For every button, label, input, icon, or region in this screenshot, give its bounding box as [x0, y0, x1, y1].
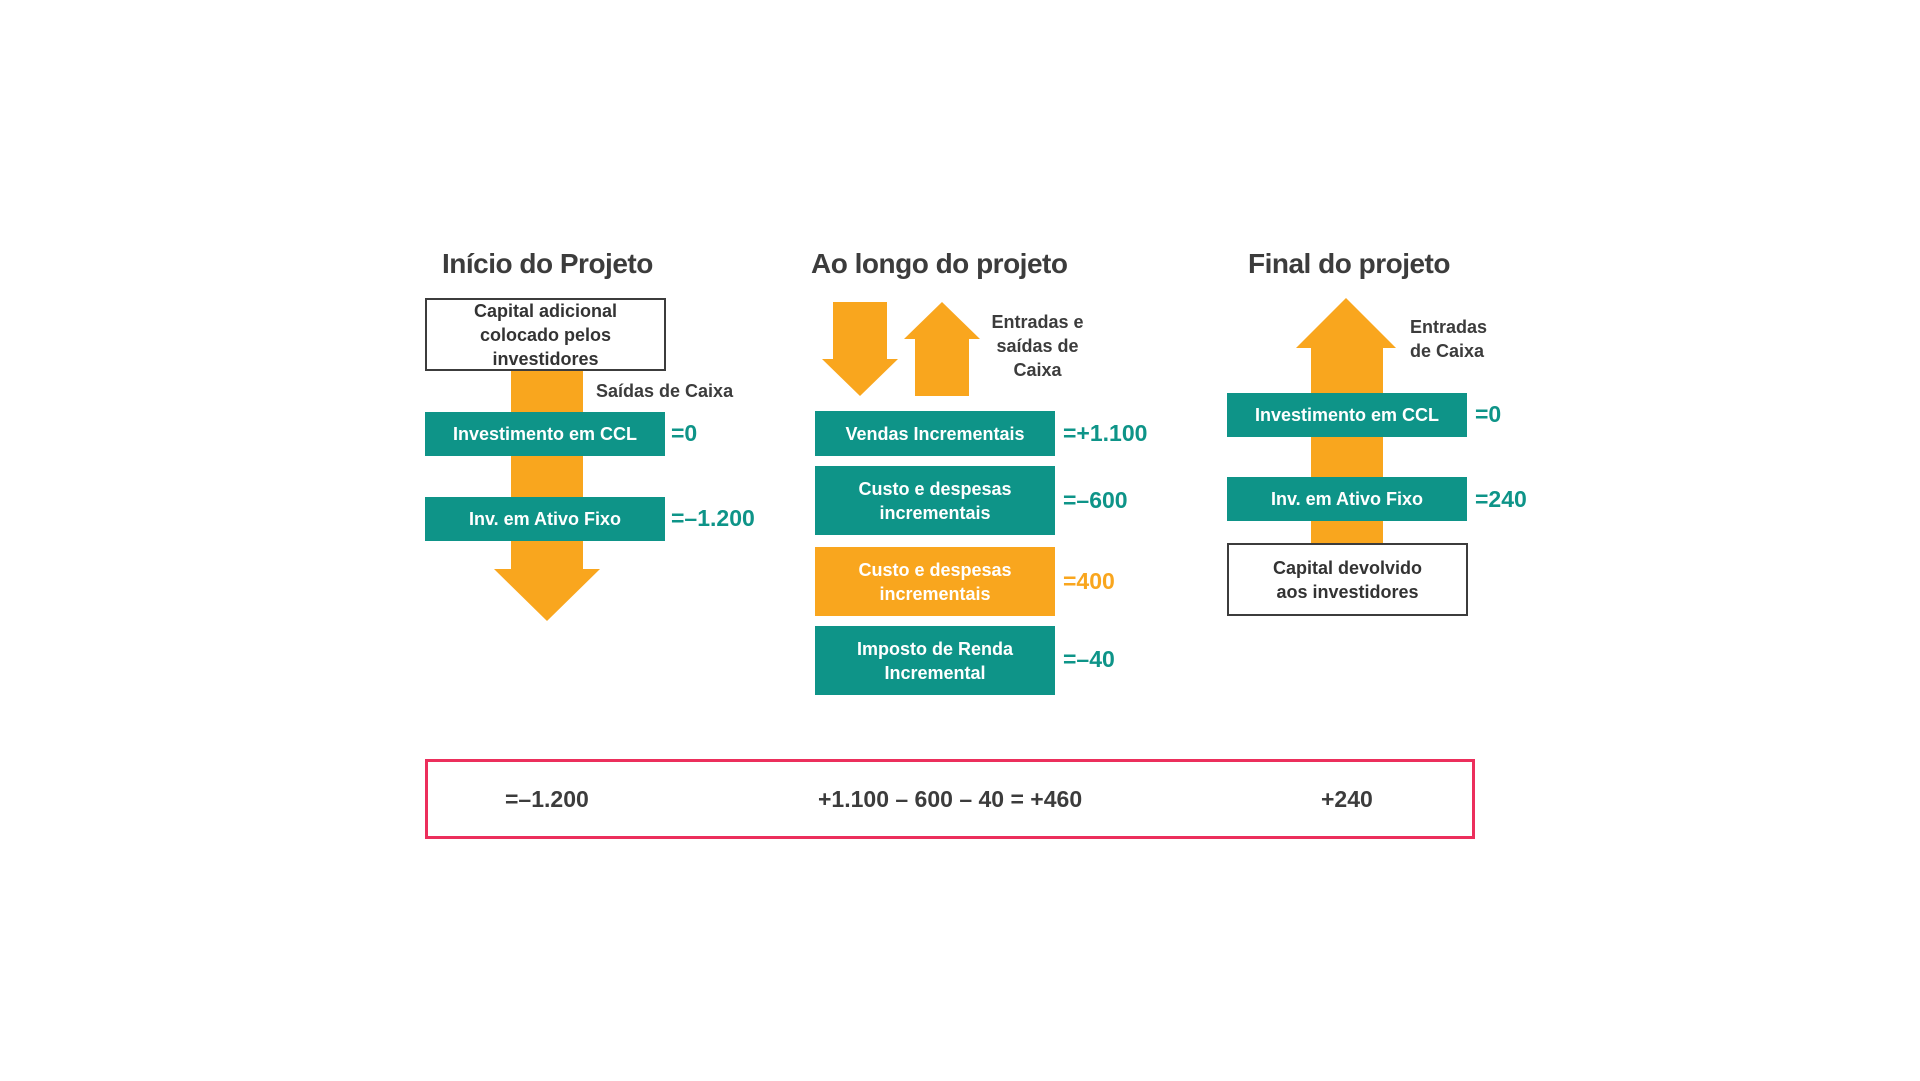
custo-despesas-orange-box: Custo e despesas incrementais: [815, 547, 1055, 616]
final-investimento-ccl-value: =0: [1475, 401, 1502, 427]
heading-ao-longo: Ao longo do projeto: [811, 248, 1068, 279]
saidas-de-caixa-label: Saídas de Caixa: [596, 381, 734, 401]
vendas-incrementais-value: =+1.100: [1063, 420, 1148, 446]
up-arrow-icon: [904, 302, 980, 396]
summary-final: +240: [1321, 786, 1373, 812]
up-arrow-icon: [1296, 298, 1396, 348]
final-ativo-fixo-value: =240: [1475, 486, 1527, 512]
summary-ao-longo: +1.100 – 600 – 40 = +460: [818, 786, 1083, 812]
entradas-de-caixa-label: Entradas de Caixa: [1410, 317, 1488, 361]
ativo-fixo-value: =–1.200: [671, 505, 755, 531]
summary-inicio: =–1.200: [505, 786, 589, 812]
custo-despesas-value: =–600: [1063, 487, 1128, 513]
entradas-saidas-label: Entradas e saídas de Caixa: [991, 312, 1084, 380]
custo-despesas-orange-value: =400: [1063, 568, 1115, 594]
imposto-renda-value: =–40: [1063, 646, 1115, 672]
investimento-ccl-value: =0: [671, 420, 698, 446]
down-arrow-icon: [822, 302, 898, 396]
final-investimento-ccl-box: Investimento em CCL: [1227, 393, 1467, 437]
investimento-ccl-box: Investimento em CCL: [425, 412, 665, 456]
ativo-fixo-box: Inv. em Ativo Fixo: [425, 497, 665, 541]
capital-devolvido-box: Capital devolvido aos investidores: [1227, 543, 1468, 616]
down-arrow-icon: [494, 569, 600, 621]
heading-final: Final do projeto: [1248, 248, 1451, 279]
vendas-incrementais-box: Vendas Incrementais: [815, 411, 1055, 456]
summary-box: =–1.200 +1.100 – 600 – 40 = +460 +240: [425, 759, 1475, 839]
imposto-renda-box: Imposto de Renda Incremental: [815, 626, 1055, 695]
heading-inicio: Início do Projeto: [442, 248, 653, 279]
custo-despesas-box: Custo e despesas incrementais: [815, 466, 1055, 535]
final-ativo-fixo-box: Inv. em Ativo Fixo: [1227, 477, 1467, 521]
capital-adicional-box: Capital adicional colocado pelos investi…: [425, 298, 666, 371]
